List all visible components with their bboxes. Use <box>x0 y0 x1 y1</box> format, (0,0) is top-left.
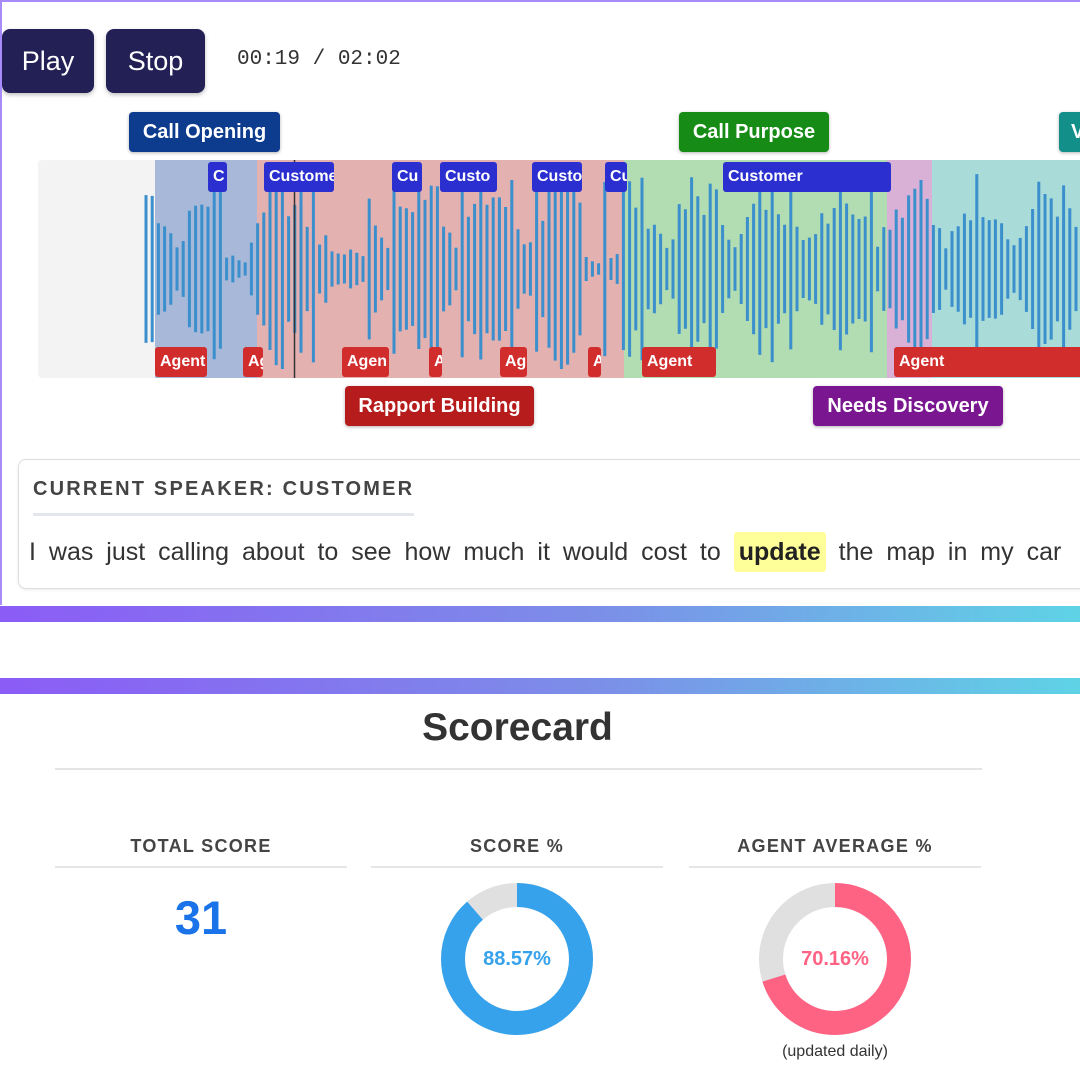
total-time: 02:02 <box>337 48 401 71</box>
waveform-timeline[interactable]: C Custome Cu Custo Custo Cu Customer Age… <box>38 160 1080 378</box>
agent-average-metric: AGENT AVERAGE % <box>689 836 981 868</box>
phase-label-value-text: V <box>1059 121 1080 144</box>
score-percent-donut[interactable]: 88.57% <box>441 883 593 1035</box>
score-percent-metric: SCORE % <box>371 836 663 868</box>
agent-average-donut[interactable]: 70.16% <box>759 883 911 1035</box>
time-separator: / <box>300 48 338 71</box>
scorecard-title: Scorecard <box>422 706 613 749</box>
agent-donut-arc <box>759 883 911 1035</box>
current-speaker-heading: CURRENT SPEAKER: CUSTOMER <box>33 478 415 516</box>
updated-daily-note: (updated daily) <box>782 1043 888 1060</box>
speaker-tag-agent[interactable]: Agent <box>155 347 207 377</box>
phase-label-needs-discovery[interactable]: Needs Discovery <box>813 386 1003 426</box>
speaker-tag-agent[interactable]: Agen <box>342 347 389 377</box>
play-button[interactable]: Play <box>2 29 94 93</box>
total-score-label: TOTAL SCORE <box>55 836 347 868</box>
transcript-before: I was just calling about to see how much… <box>29 538 734 566</box>
score-percent-label: SCORE % <box>371 836 663 868</box>
speaker-tag-agent[interactable]: A <box>429 347 442 377</box>
speaker-tag-customer[interactable]: Cu <box>392 162 422 192</box>
agent-average-label: AGENT AVERAGE % <box>689 836 981 868</box>
speaker-tag-customer[interactable]: Customer <box>723 162 891 192</box>
audio-player-panel: Play Stop 00:19 / 02:02 Call Opening Cal… <box>0 0 1080 605</box>
speaker-tag-customer[interactable]: Custo <box>532 162 582 192</box>
stop-button[interactable]: Stop <box>106 29 205 93</box>
time-readout: 00:19 / 02:02 <box>237 48 401 71</box>
phase-label-call-opening[interactable]: Call Opening <box>129 112 280 152</box>
phase-label-rapport-building[interactable]: Rapport Building <box>345 386 534 426</box>
phase-label-value[interactable]: V <box>1059 112 1080 152</box>
gradient-divider-bottom <box>0 606 1080 622</box>
scorecard-divider <box>55 768 982 770</box>
transcript-highlight-word: update <box>733 532 826 572</box>
speaker-tag-customer[interactable]: Custome <box>264 162 334 192</box>
score-donut-svg <box>441 883 593 1035</box>
waveform-svg <box>144 160 1080 378</box>
speaker-tag-agent[interactable]: Agent <box>894 347 1080 377</box>
score-percent-value: 88.57% <box>483 947 551 970</box>
speaker-tag-agent[interactable]: A <box>588 347 601 377</box>
speaker-tag-agent[interactable]: Agent <box>642 347 716 377</box>
score-donut-arc <box>441 883 593 1035</box>
speaker-tag-agent[interactable]: Ag <box>500 347 527 377</box>
speaker-tag-customer[interactable]: C <box>208 162 227 192</box>
phase-region-value <box>932 160 1080 378</box>
total-score-metric: TOTAL SCORE <box>55 836 347 868</box>
phase-label-call-purpose[interactable]: Call Purpose <box>679 112 829 152</box>
agent-average-value: 70.16% <box>801 947 869 970</box>
gradient-divider-top <box>0 678 1080 694</box>
current-speaker-panel: CURRENT SPEAKER: CUSTOMER I was just cal… <box>18 459 1080 589</box>
speaker-tag-customer[interactable]: Cu <box>605 162 627 192</box>
speaker-tag-customer[interactable]: Custo <box>440 162 497 192</box>
transcript-after: the map in my car <box>825 538 1062 566</box>
transcript-line: I was just calling about to see how much… <box>29 532 1062 572</box>
total-score-value: 31 <box>174 891 228 944</box>
speaker-tag-agent[interactable]: Ag <box>243 347 263 377</box>
agent-donut-svg <box>759 883 911 1035</box>
current-time: 00:19 <box>237 48 301 71</box>
